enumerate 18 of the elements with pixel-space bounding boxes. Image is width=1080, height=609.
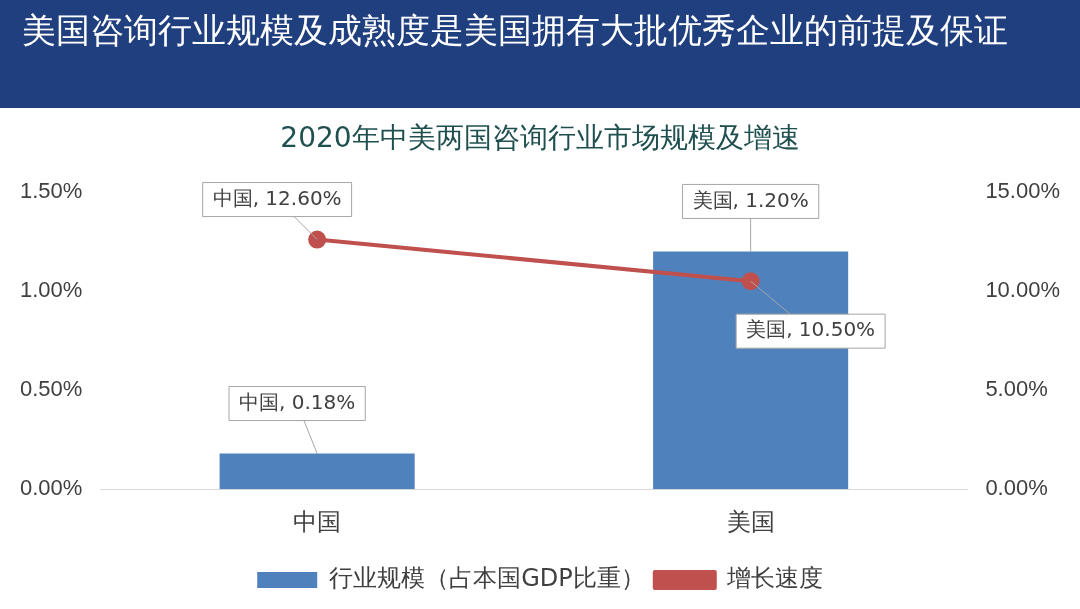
x-tick-label: 美国: [726, 508, 775, 536]
legend-label: 行业规模（占本国GDP比重）: [329, 564, 645, 593]
data-label: 美国, 1.20%: [692, 187, 809, 212]
y2-tick-label: 5.00%: [985, 376, 1048, 402]
y2-tick-label: 15.00%: [985, 178, 1061, 204]
y2-tick-label: 10.00%: [985, 277, 1061, 303]
x-tick-label: 中国: [293, 508, 342, 536]
y-tick-label: 0.50%: [19, 376, 83, 402]
data-label: 美国, 10.50%: [746, 317, 876, 342]
y-tick-label: 1.50%: [19, 178, 83, 204]
data-label: 中国, 12.60%: [212, 185, 342, 210]
data-label: 中国, 0.18%: [239, 389, 356, 414]
legend-label: 增长速度: [725, 564, 823, 593]
y-tick-label: 1.00%: [19, 277, 83, 303]
chart-title: 美国咨询行业规模及成熟度是美国拥有大批优秀企业的前提及保证: [0, 0, 1080, 108]
y2-tick-label: 0.00%: [985, 475, 1048, 501]
chart-subtitle: 2020年中美两国咨询行业市场规模及增速: [279, 120, 801, 156]
y-tick-label: 0.00%: [19, 475, 83, 501]
